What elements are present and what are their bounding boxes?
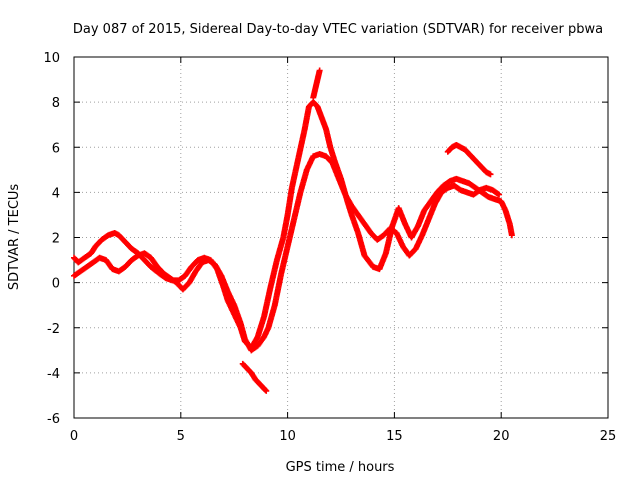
y-tick-label: -6 <box>47 412 60 427</box>
x-tick-label: 0 <box>70 429 78 444</box>
y-tick-label: 8 <box>52 96 60 111</box>
x-tick-label: 15 <box>386 429 403 444</box>
y-axis-label: SDTVAR / TECUs <box>7 184 22 291</box>
series-track-B <box>71 151 503 354</box>
data-point <box>487 171 494 178</box>
x-axis-label: GPS time / hours <box>286 460 395 475</box>
series-track-C <box>239 360 270 394</box>
x-tick-label: 10 <box>279 429 296 444</box>
data-series <box>71 67 515 394</box>
axis-ticks: 0 5 10 15 20 25 -6 -4 -2 0 2 4 6 8 10 <box>43 51 616 444</box>
y-tick-label: -2 <box>47 322 60 337</box>
x-tick-label: 20 <box>493 429 510 444</box>
gridlines <box>74 57 608 418</box>
y-tick-label: 4 <box>52 186 60 201</box>
y-tick-label: 2 <box>52 232 60 247</box>
data-point <box>496 191 503 198</box>
x-tick-label: 25 <box>600 429 617 444</box>
series-track-D <box>310 67 323 101</box>
y-tick-label: 6 <box>52 141 60 156</box>
data-point <box>508 232 515 239</box>
chart-title: Day 087 of 2015, Sidereal Day-to-day VTE… <box>73 22 603 37</box>
y-tick-label: 10 <box>43 51 60 66</box>
series-track-E <box>444 141 494 178</box>
x-tick-label: 5 <box>177 429 185 444</box>
data-point <box>263 387 270 394</box>
y-tick-label: 0 <box>52 277 60 292</box>
y-tick-label: -4 <box>47 367 60 382</box>
data-point <box>316 67 323 74</box>
